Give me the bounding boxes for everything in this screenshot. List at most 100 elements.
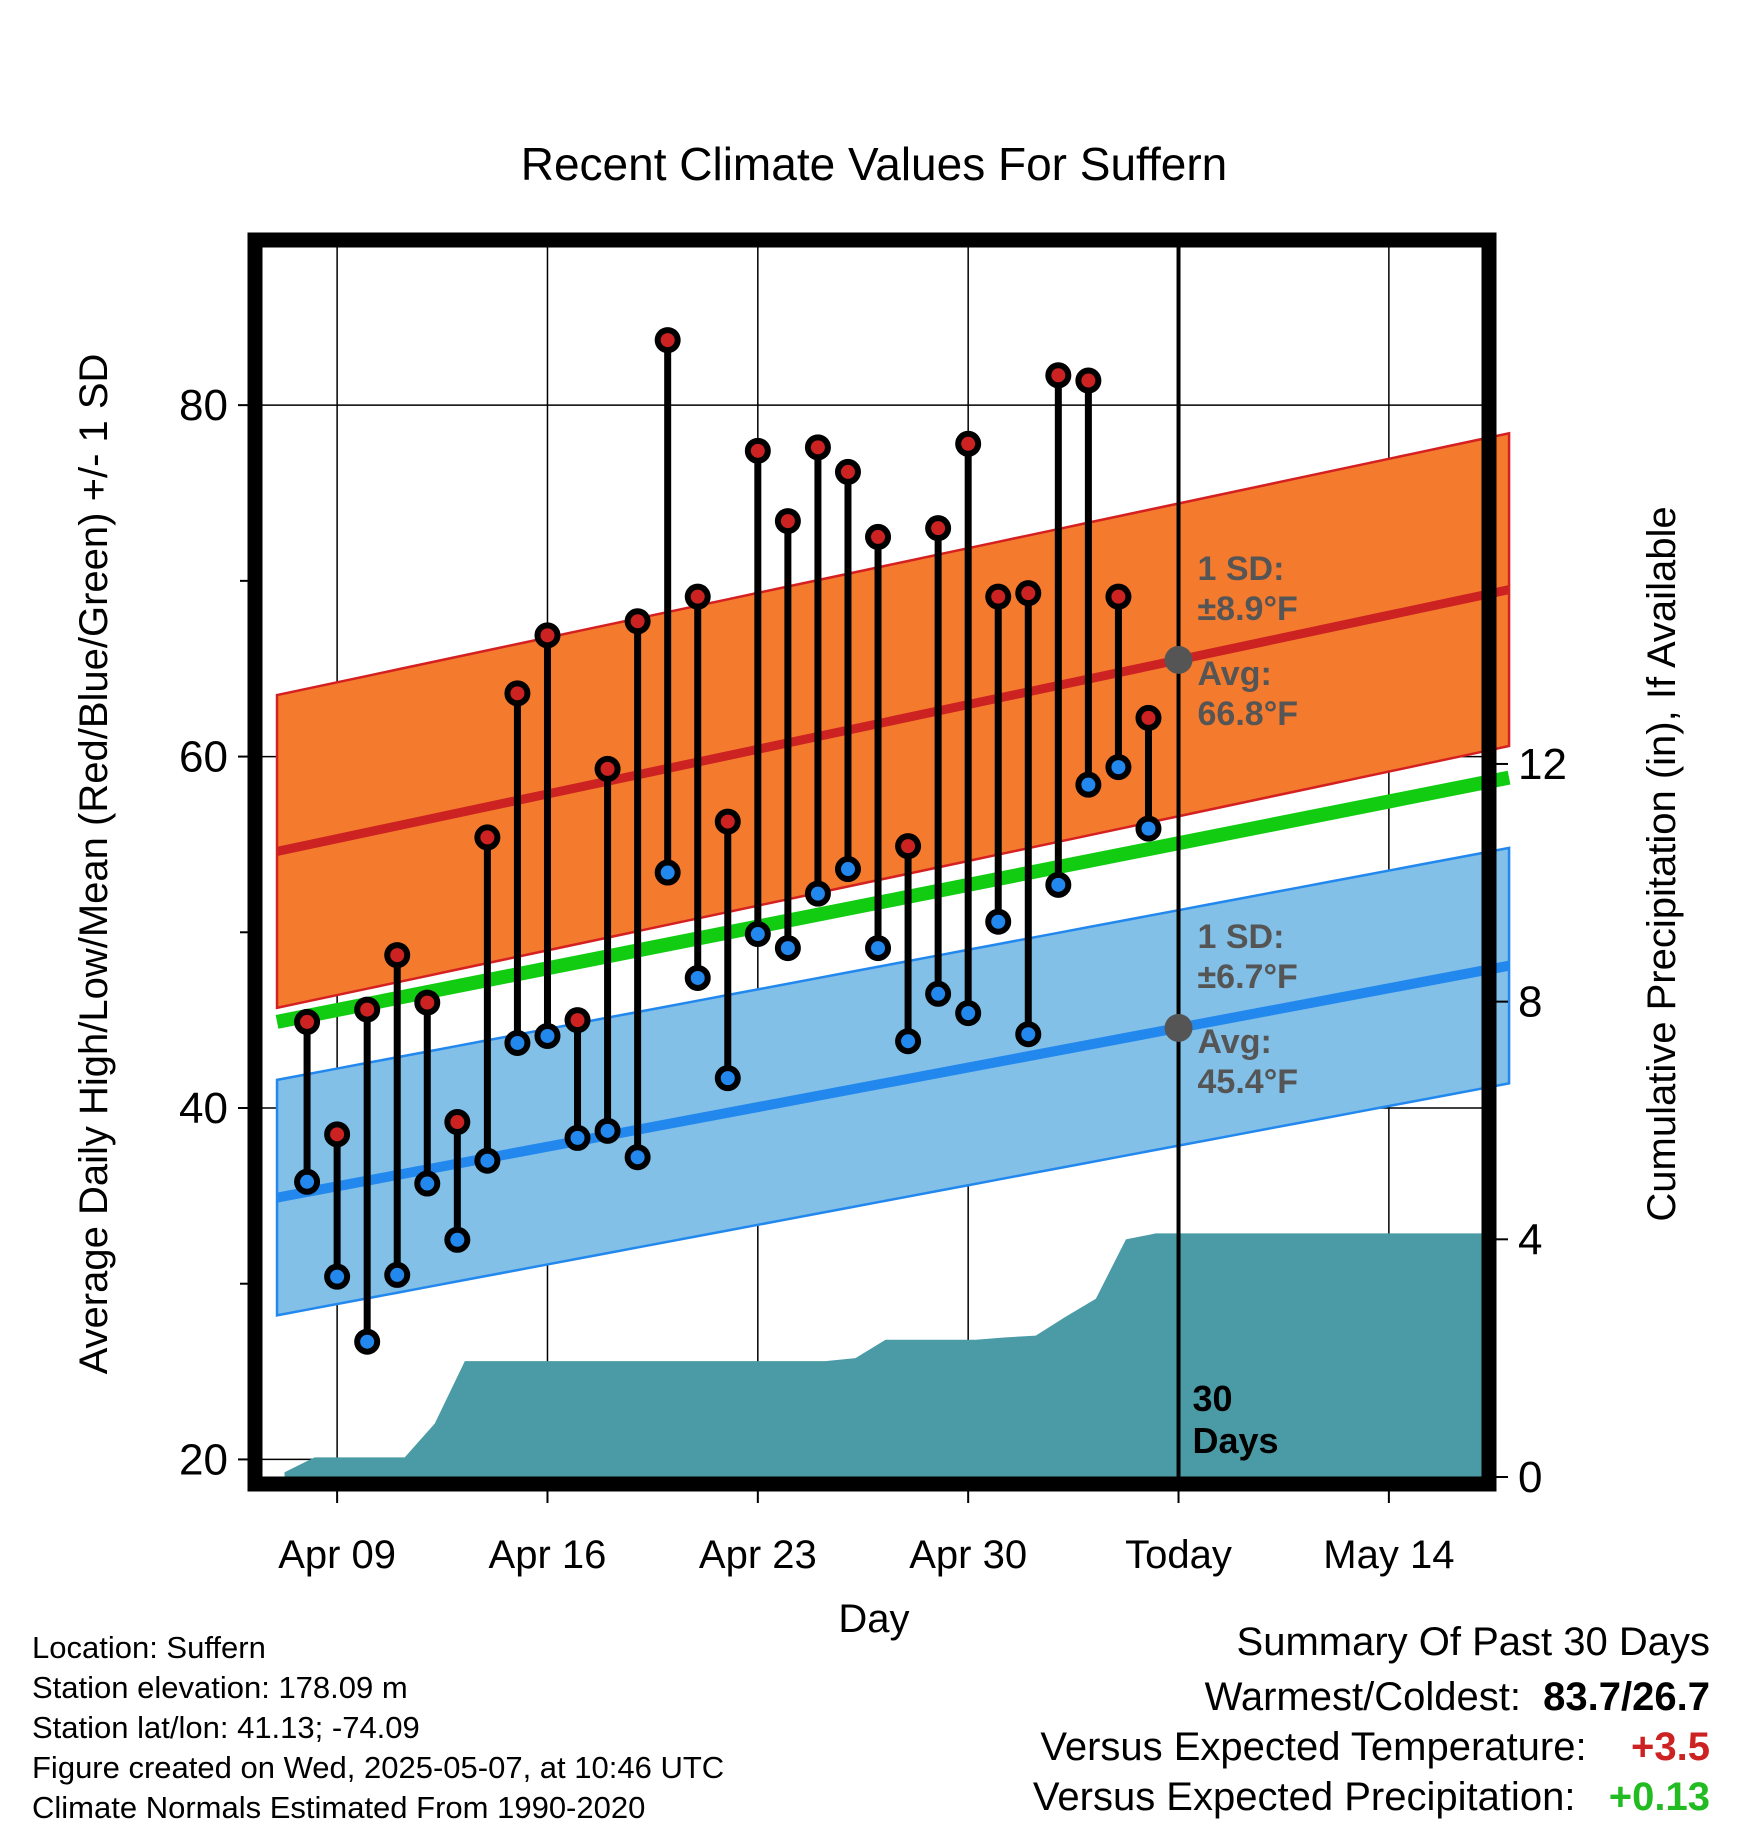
location-text: Location: Suffern — [32, 1630, 266, 1665]
low-avg-marker — [1164, 1013, 1193, 1042]
daily-high-point — [444, 1109, 471, 1136]
daily-high-point — [774, 508, 801, 535]
warm-label: Warmest/Coldest: — [1204, 1675, 1521, 1719]
high-sd-label: 1 SD: — [1198, 550, 1285, 588]
low-sd-value: ±6.7°F — [1198, 958, 1298, 996]
daily-high-point — [1135, 704, 1162, 731]
daily-high-point — [324, 1121, 351, 1148]
prec-label: Versus Expected Precipitation: — [1032, 1775, 1576, 1819]
daily-high-point — [834, 458, 861, 485]
daily-high-point — [925, 515, 952, 542]
low-avg-label: Avg: — [1198, 1023, 1272, 1061]
daily-low-point — [834, 856, 861, 883]
normals-text: Climate Normals Estimated From 1990-2020 — [32, 1790, 646, 1825]
chart-title: Recent Climate Values For Suffern — [521, 138, 1228, 190]
daily-high-point — [414, 989, 441, 1016]
daily-high-point — [474, 824, 501, 851]
daily-low-point — [444, 1226, 471, 1253]
precipitation-area — [284, 1233, 1483, 1477]
high-avg-marker — [1164, 645, 1193, 674]
x-tick-label: Apr 23 — [699, 1533, 817, 1577]
daily-high-point — [714, 808, 741, 835]
daily-low-point — [354, 1328, 381, 1355]
temp-value: +3.5 — [1631, 1725, 1710, 1769]
daily-high-point — [804, 434, 831, 461]
daily-high-point — [624, 608, 651, 635]
y2-axis-label: Cumulative Precipitation (in), If Availa… — [1640, 506, 1684, 1221]
y-tick-label: 60 — [179, 733, 228, 782]
latlon-text: Station lat/lon: 41.13; -74.09 — [32, 1710, 420, 1745]
y2-tick-label: 8 — [1518, 978, 1542, 1027]
daily-high-point — [564, 1007, 591, 1034]
y2-tick-label: 12 — [1518, 740, 1567, 789]
x-tick-label: Today — [1125, 1533, 1232, 1577]
daily-high-point — [594, 755, 621, 782]
daily-low-point — [384, 1261, 411, 1288]
daily-high-point — [1015, 580, 1042, 607]
high-avg-label: Avg: — [1198, 655, 1272, 693]
daily-low-point — [925, 980, 952, 1007]
created-text: Figure created on Wed, 2025-05-07, at 10… — [32, 1750, 725, 1785]
summary-warm-row: Warmest/Coldest: 83.7/26.7 — [1205, 1675, 1710, 1720]
daily-low-point — [895, 1028, 922, 1055]
today-count-unit: Days — [1193, 1420, 1279, 1461]
prec-value: +0.13 — [1608, 1775, 1710, 1819]
daily-low-point — [324, 1263, 351, 1290]
daily-low-point — [564, 1124, 591, 1151]
daily-low-point — [865, 935, 892, 962]
daily-low-point — [955, 1000, 982, 1027]
x-tick-label: Apr 16 — [489, 1533, 607, 1577]
low-avg-value: 45.4°F — [1198, 1063, 1299, 1101]
y-tick-label: 80 — [179, 381, 228, 430]
daily-high-point — [955, 430, 982, 457]
daily-high-point — [354, 996, 381, 1023]
daily-low-point — [294, 1168, 321, 1195]
daily-high-point — [985, 583, 1012, 610]
daily-low-point — [1015, 1021, 1042, 1048]
high-sd-value: ±8.9°F — [1198, 590, 1298, 628]
y2-tick-label: 0 — [1518, 1453, 1542, 1502]
daily-low-point — [684, 964, 711, 991]
normal-high-line — [276, 585, 1511, 856]
daily-low-point — [414, 1170, 441, 1197]
today-count-number: 30 — [1193, 1378, 1233, 1419]
low-sd-label: 1 SD: — [1198, 918, 1285, 956]
daily-low-point — [654, 859, 681, 886]
daily-high-point — [504, 680, 531, 707]
daily-low-point — [594, 1117, 621, 1144]
daily-low-point — [1045, 871, 1072, 898]
daily-low-point — [624, 1144, 651, 1171]
daily-high-point — [1045, 362, 1072, 389]
daily-high-point — [865, 523, 892, 550]
daily-low-point — [1105, 754, 1132, 781]
daily-low-point — [1075, 771, 1102, 798]
daily-low-point — [504, 1029, 531, 1056]
plot-frame — [247, 232, 1497, 1492]
warm-value: 83.7/26.7 — [1543, 1675, 1710, 1719]
normal-mean-line — [275, 770, 1511, 1029]
daily-low-point — [744, 921, 771, 948]
daily-low-point — [985, 908, 1012, 935]
daily-high-point — [654, 327, 681, 354]
daily-high-point — [1105, 583, 1132, 610]
daily-high-point — [684, 583, 711, 610]
daily-low-point — [774, 935, 801, 962]
y-axis-label: Average Daily High/Low/Mean (Red/Blue/Gr… — [72, 354, 116, 1375]
x-tick-label: Apr 09 — [278, 1533, 396, 1577]
x-axis-label: Day — [838, 1597, 909, 1641]
daily-high-point — [384, 942, 411, 969]
daily-low-point — [474, 1147, 501, 1174]
x-tick-label: May 14 — [1323, 1533, 1454, 1577]
y-tick-label: 20 — [179, 1435, 228, 1484]
summary-heading: Summary Of Past 30 Days — [1236, 1620, 1710, 1664]
daily-high-point — [294, 1008, 321, 1035]
daily-high-point — [534, 622, 561, 649]
daily-low-point — [534, 1022, 561, 1049]
daily-high-point — [744, 437, 771, 464]
daily-low-point — [804, 880, 831, 907]
high-avg-value: 66.8°F — [1198, 695, 1299, 733]
y2-tick-label: 4 — [1518, 1215, 1542, 1264]
summary-temp-row: Versus Expected Temperature: +3.5 — [1040, 1725, 1710, 1770]
